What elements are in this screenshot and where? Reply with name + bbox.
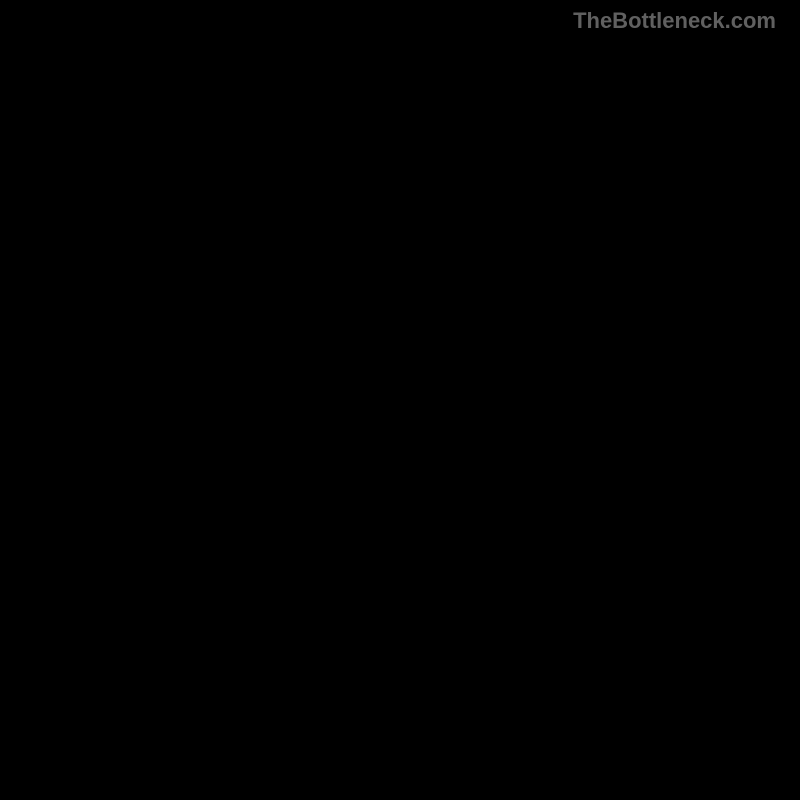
- figure-container: { "watermark": { "text": "TheBottleneck.…: [0, 0, 800, 800]
- watermark-text: TheBottleneck.com: [573, 8, 776, 34]
- heatmap-canvas: [20, 34, 780, 780]
- heatmap-plot: [20, 34, 780, 780]
